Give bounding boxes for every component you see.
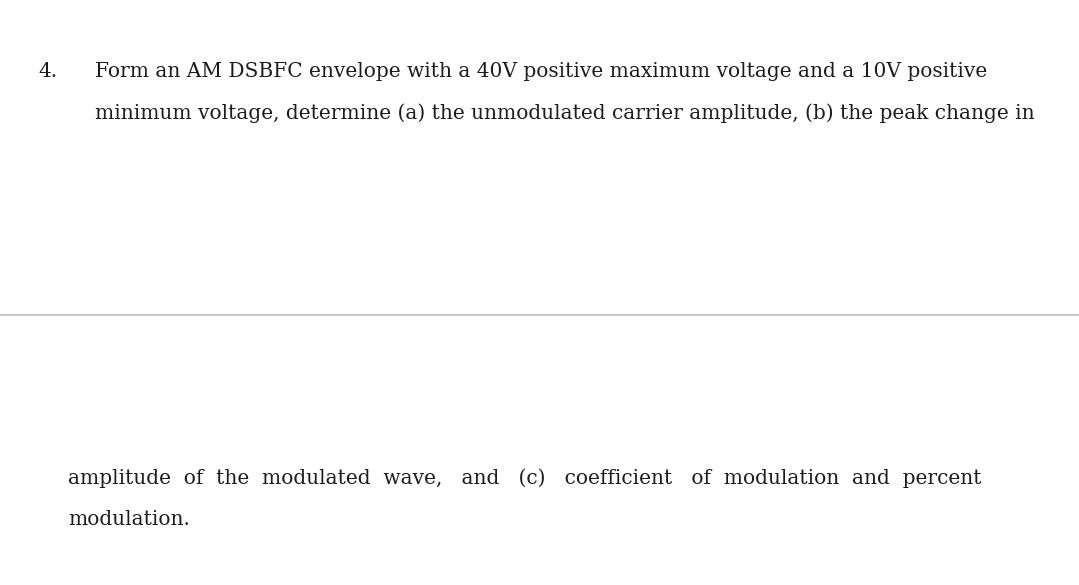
Text: modulation.: modulation. (68, 510, 190, 529)
Text: minimum voltage, determine (a) the unmodulated carrier amplitude, (b) the peak c: minimum voltage, determine (a) the unmod… (95, 103, 1035, 123)
Text: Form an AM DSBFC envelope with a 40V positive maximum voltage and a 10V positive: Form an AM DSBFC envelope with a 40V pos… (95, 62, 987, 81)
Text: 4.: 4. (38, 62, 57, 81)
Text: amplitude  of  the  modulated  wave,   and   (c)   coefficient   of  modulation : amplitude of the modulated wave, and (c)… (68, 468, 982, 488)
